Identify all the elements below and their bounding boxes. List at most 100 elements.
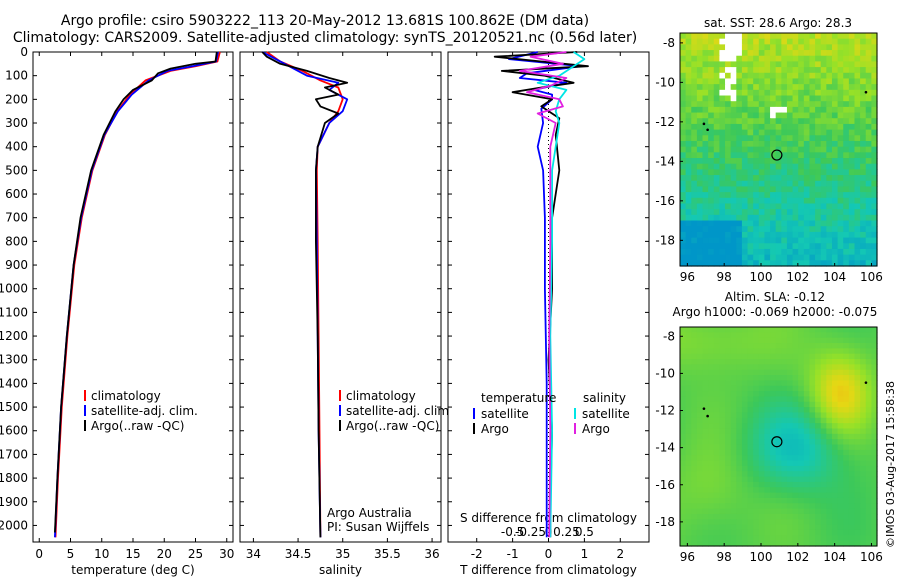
map-cell	[764, 129, 771, 136]
map-cell	[708, 192, 715, 199]
map-cell	[758, 380, 766, 387]
map-cell	[848, 101, 856, 108]
map-cell	[815, 449, 822, 456]
map-cell	[713, 535, 720, 542]
map-cell	[809, 209, 816, 216]
map-cell	[803, 129, 811, 136]
map-cell	[803, 89, 811, 97]
map-cell	[730, 163, 737, 170]
island-dot	[706, 414, 709, 418]
map-cell	[747, 369, 754, 376]
map-cell	[786, 101, 794, 108]
map-cell	[713, 444, 720, 451]
map-cell	[747, 348, 754, 355]
map-cell	[809, 84, 816, 91]
map-cell	[753, 33, 760, 40]
map-cell	[702, 209, 709, 216]
map-cell	[820, 112, 827, 119]
map-cell	[837, 337, 844, 344]
map-cell	[730, 209, 737, 216]
map-cell	[747, 231, 754, 239]
map-cell	[708, 95, 715, 102]
map-cell	[725, 175, 732, 182]
map-cell	[719, 106, 726, 114]
map-cell	[764, 348, 771, 355]
map-cell	[702, 158, 709, 165]
island-dot	[864, 381, 868, 384]
map-cell	[803, 375, 811, 382]
map-cell	[680, 44, 687, 51]
map-cell	[680, 33, 687, 40]
map-cell	[809, 106, 816, 114]
map-cell	[798, 260, 805, 267]
map-cell	[708, 260, 715, 267]
map-cell	[753, 343, 760, 349]
map-cell	[747, 353, 754, 360]
map-cell	[826, 433, 833, 440]
map-cell	[781, 417, 788, 424]
map-cell	[820, 444, 827, 451]
map-cell	[792, 78, 799, 85]
map-y-tick-label: -18	[655, 515, 675, 529]
map-cell	[860, 364, 867, 371]
map-cell	[865, 524, 872, 531]
map-cell	[865, 197, 872, 205]
map-cell	[741, 449, 749, 456]
map-cell	[820, 492, 827, 499]
map-cell	[736, 444, 743, 451]
map-cell	[798, 44, 805, 51]
map-cell	[719, 186, 726, 193]
map-cell	[770, 407, 777, 414]
map-cell	[860, 529, 867, 536]
map-cell	[696, 146, 704, 153]
map-cell	[770, 535, 777, 542]
map-cell	[741, 497, 749, 504]
map-cell	[736, 67, 743, 74]
map-cell	[843, 44, 850, 51]
map-cell	[758, 169, 766, 176]
map-cell	[770, 513, 777, 520]
map-cell	[753, 197, 760, 205]
map-cell	[854, 44, 861, 51]
map-cell	[708, 487, 715, 494]
map-cell	[764, 380, 771, 387]
map-cell	[815, 106, 822, 114]
map-cell	[691, 332, 698, 339]
map-cell	[730, 540, 737, 547]
map-cell	[719, 180, 726, 188]
map-cell	[871, 513, 878, 520]
map-cell	[713, 385, 720, 392]
map-cell	[747, 152, 754, 159]
map-cell	[865, 203, 872, 210]
map-cell	[713, 401, 720, 408]
map-cell	[775, 417, 782, 424]
map-cell	[713, 369, 720, 376]
map-cell	[758, 95, 766, 102]
map-cell	[781, 369, 788, 376]
map-cell	[831, 364, 839, 371]
map-cell	[758, 391, 766, 398]
map-cell	[680, 332, 687, 339]
map-cell	[764, 433, 771, 440]
map-cell	[843, 78, 850, 85]
map-cell	[848, 396, 856, 403]
map-cell	[730, 343, 737, 349]
map-cell	[871, 407, 878, 414]
map-cell	[736, 214, 743, 222]
map-cell	[803, 146, 811, 153]
map-cell	[691, 337, 698, 344]
map-cell	[786, 180, 794, 188]
map-cell	[696, 152, 704, 159]
map-cell	[708, 67, 715, 74]
map-cell	[685, 209, 692, 216]
map-cell	[730, 412, 737, 419]
map-cell	[702, 89, 709, 97]
map-cell	[753, 487, 760, 494]
map-cell	[725, 449, 732, 456]
map-cell	[719, 231, 726, 239]
map-cell	[831, 203, 839, 210]
map-cell	[798, 396, 805, 403]
map-cell	[792, 33, 799, 40]
map-cell	[758, 101, 766, 108]
